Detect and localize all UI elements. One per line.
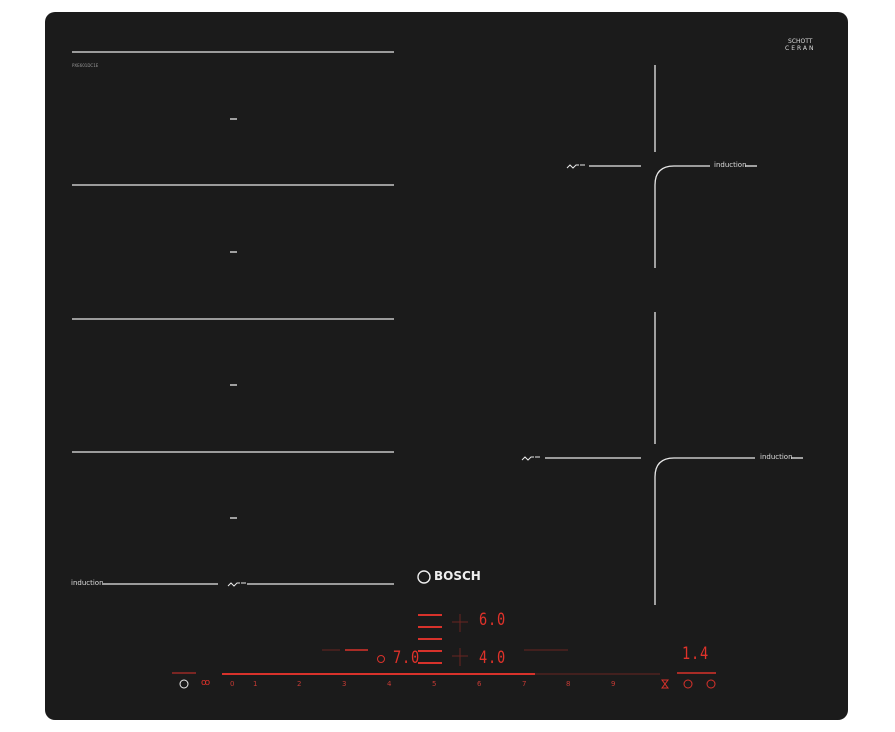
zone-curve — [654, 457, 755, 605]
power-icon — [179, 679, 189, 689]
model-code: PXE601DC1E — [72, 63, 99, 68]
display-bottom: 4.0 — [479, 648, 506, 668]
zone-label: induction — [71, 579, 104, 587]
slider-level-6[interactable]: 6 — [477, 680, 482, 688]
slider-level-2[interactable]: 2 — [297, 680, 302, 688]
brand-logo-icon — [417, 570, 431, 584]
clock-icon — [683, 679, 693, 689]
slider-level-3[interactable]: 3 — [342, 680, 347, 688]
stopwatch-icon — [706, 679, 716, 689]
child-lock-icon[interactable]: ꝏ — [201, 678, 211, 688]
schott-ceran-logo: SCHOTT CERAN — [785, 38, 816, 52]
zone-label: induction — [760, 453, 793, 461]
brand-logo: BOSCH — [434, 569, 481, 583]
slider-level-4[interactable]: 4 — [387, 680, 392, 688]
display-left: 7.0 — [393, 648, 420, 668]
slider-level-1[interactable]: 1 — [253, 680, 258, 688]
flex-zone-icon — [227, 582, 246, 587]
timer-icon — [377, 655, 385, 663]
slider-level-5[interactable]: 5 — [432, 680, 437, 688]
slider-level-0[interactable]: 0 — [230, 680, 235, 688]
hourglass-icon — [661, 679, 669, 689]
zone-curve — [654, 165, 710, 268]
flex-zone-icon — [566, 164, 585, 169]
flex-zone-icon — [521, 456, 540, 461]
cooktop-glass — [45, 12, 848, 720]
slider-level-9[interactable]: 9 — [611, 680, 616, 688]
zone-label: induction — [714, 161, 747, 169]
display-top: 6.0 — [479, 610, 506, 630]
slider-level-8[interactable]: 8 — [566, 680, 571, 688]
slider-level-7[interactable]: 7 — [522, 680, 527, 688]
display-right: 1.4 — [682, 644, 709, 664]
